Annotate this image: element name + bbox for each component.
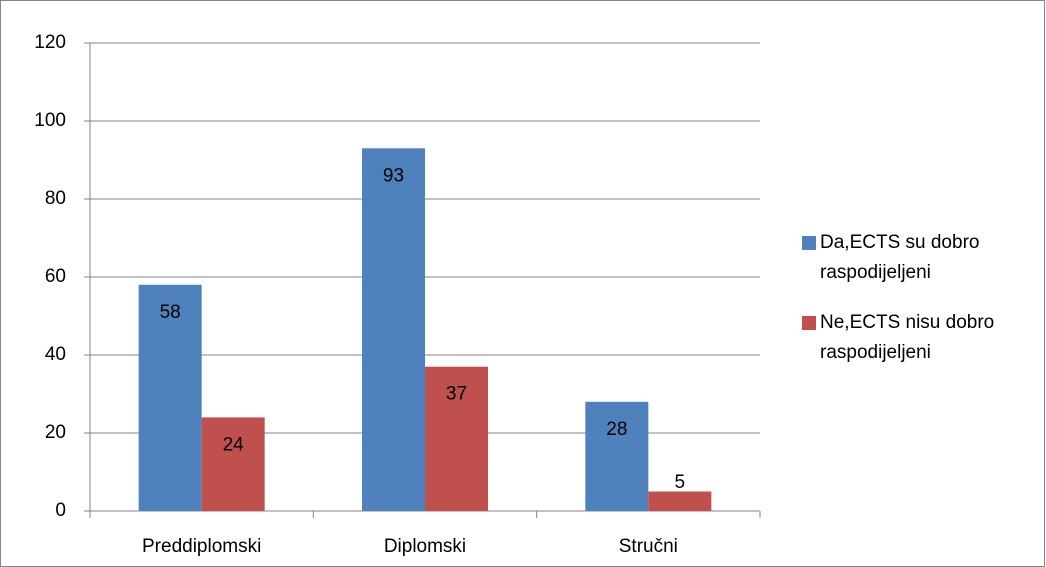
bar bbox=[425, 366, 488, 511]
legend-label: Ne,ECTS nisu dobro raspodijeljeni bbox=[820, 312, 995, 363]
data-label: 37 bbox=[446, 384, 467, 405]
bar bbox=[648, 491, 712, 511]
legend-item: Da,ECTS su dobro raspodijeljeni bbox=[802, 228, 1032, 288]
y-tick-label: 40 bbox=[45, 344, 66, 365]
data-label: 28 bbox=[606, 419, 627, 440]
data-label: 5 bbox=[675, 472, 686, 493]
legend: Da,ECTS su dobro raspodijeljeni Ne,ECTS n… bbox=[802, 228, 1032, 388]
y-tick-label: 100 bbox=[34, 110, 66, 131]
data-label: 58 bbox=[160, 302, 181, 323]
x-tick-label: Stručni bbox=[619, 536, 678, 557]
y-tick-label: 120 bbox=[34, 32, 66, 53]
bar bbox=[138, 284, 202, 511]
x-tick-label: Preddiplomski bbox=[142, 536, 261, 557]
legend-swatch bbox=[802, 236, 816, 250]
bar bbox=[585, 401, 649, 511]
x-tick-label: Diplomski bbox=[384, 536, 466, 557]
y-tick-label: 60 bbox=[45, 266, 66, 287]
legend-swatch bbox=[802, 316, 816, 330]
bar bbox=[201, 417, 265, 511]
y-tick-label: 20 bbox=[45, 422, 66, 443]
y-tick-label: 80 bbox=[45, 188, 66, 209]
data-label: 24 bbox=[223, 434, 245, 455]
legend-label: Da,ECTS su dobro raspodijeljeni bbox=[820, 232, 980, 283]
bar bbox=[362, 148, 425, 512]
legend-item: Ne,ECTS nisu dobro raspodijeljeni bbox=[802, 308, 1032, 368]
y-tick-label: 0 bbox=[55, 500, 66, 521]
data-label: 93 bbox=[383, 165, 404, 186]
